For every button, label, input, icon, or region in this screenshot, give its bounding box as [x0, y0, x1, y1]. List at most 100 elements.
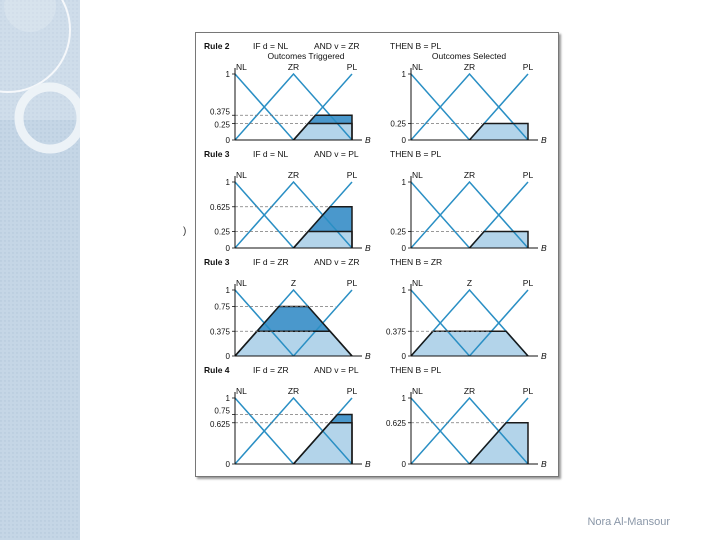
- axis-label-b: B: [541, 459, 547, 469]
- set-label-nl: NL: [236, 386, 247, 396]
- y-tick-label: 0.375: [210, 327, 231, 336]
- y-tick-label: 0.25: [214, 121, 230, 130]
- selected-fill: [469, 422, 528, 464]
- axis-label-b: B: [541, 351, 547, 361]
- set-label-middle: Z: [467, 278, 472, 288]
- mf-middle-line: [410, 180, 529, 249]
- mf-middle-line: [410, 72, 529, 141]
- selected-fill: [469, 123, 528, 140]
- rule-and-part: AND v = PL: [314, 149, 359, 159]
- ring-large: [0, 0, 71, 93]
- set-label-middle: ZR: [288, 170, 299, 180]
- y-tick-label: 0.25: [390, 120, 406, 129]
- y-tick-label: 1: [226, 394, 231, 403]
- y-tick-label: 0: [226, 244, 231, 253]
- mf-middle-line: [234, 396, 353, 465]
- set-label-middle: ZR: [464, 62, 475, 72]
- rule-then-part: THEN B = PL: [390, 41, 442, 51]
- clip-outline: [410, 330, 529, 357]
- mf-middle-line: [234, 72, 353, 141]
- fuzzy-rules-figure: Outcomes Triggered Outcomes Selected Rule …: [195, 32, 559, 477]
- ring-medium: [14, 82, 80, 154]
- set-label-nl: NL: [412, 278, 423, 288]
- rule-and-part: AND v = ZR: [314, 257, 360, 267]
- y-tick-label: 1: [402, 394, 407, 403]
- rule-title: Rule 3: [204, 149, 230, 159]
- rule-if-part: IF d = NL: [253, 149, 288, 159]
- y-tick-label: 1: [226, 286, 231, 295]
- y-tick-label: 0.75: [214, 303, 230, 312]
- rule-title: Rule 4: [204, 365, 230, 375]
- set-label-nl: NL: [412, 170, 423, 180]
- y-tick-label: 0: [226, 352, 231, 361]
- set-label-pl: PL: [347, 62, 358, 72]
- rule-title: Rule 3: [204, 257, 230, 267]
- mf-middle-line: [234, 180, 353, 249]
- rule-then-part: THEN B = PL: [390, 365, 442, 375]
- y-tick-label: 0: [226, 136, 231, 145]
- y-tick-label: 0.25: [390, 228, 406, 237]
- y-tick-label: 0: [402, 460, 407, 469]
- y-tick-label: 1: [226, 70, 231, 79]
- set-label-nl: NL: [236, 170, 247, 180]
- axis-label-b: B: [365, 135, 371, 145]
- set-label-pl: PL: [523, 170, 534, 180]
- set-label-pl: PL: [347, 386, 358, 396]
- rule-if-part: IF d = ZR: [253, 365, 289, 375]
- set-label-nl: NL: [412, 62, 423, 72]
- y-tick-label: 0: [402, 244, 407, 253]
- triggered-fill-low: [235, 331, 352, 356]
- rule-and-part: AND v = ZR: [314, 41, 360, 51]
- set-label-pl: PL: [523, 62, 534, 72]
- selected-fill: [469, 231, 528, 248]
- y-tick-label: 0.75: [214, 407, 230, 416]
- y-tick-label: 0.375: [210, 107, 231, 116]
- y-tick-label: 0.625: [210, 420, 231, 429]
- stray-mark: ): [183, 226, 187, 237]
- set-label-pl: PL: [523, 386, 534, 396]
- triggered-fill-low: [293, 422, 352, 464]
- clip-outline: [468, 230, 529, 249]
- set-label-pl: PL: [523, 278, 534, 288]
- rule-if-part: IF d = ZR: [253, 257, 289, 267]
- y-tick-label: 0.625: [386, 419, 407, 428]
- y-tick-label: 0: [226, 460, 231, 469]
- clip-outline: [292, 413, 353, 465]
- rule-then-part: THEN B = ZR: [390, 257, 442, 267]
- y-tick-label: 0.625: [210, 203, 231, 212]
- rule-title: Rule 2: [204, 41, 230, 51]
- set-label-middle: Z: [291, 278, 296, 288]
- set-label-middle: ZR: [464, 170, 475, 180]
- y-tick-label: 0: [402, 136, 407, 145]
- axis-label-b: B: [541, 243, 547, 253]
- set-label-nl: NL: [236, 62, 247, 72]
- y-tick-label: 1: [402, 70, 407, 79]
- header-outcomes-selected: Outcomes Selected: [432, 51, 506, 61]
- mf-pl-line: [468, 289, 529, 357]
- axis-label-b: B: [365, 459, 371, 469]
- clip-outline: [292, 206, 353, 249]
- set-label-nl: NL: [236, 278, 247, 288]
- triggered-fill-low: [293, 123, 352, 140]
- rule-then-part: THEN B = PL: [390, 149, 442, 159]
- set-label-middle: ZR: [288, 386, 299, 396]
- rule-if-part: IF d = NL: [253, 41, 288, 51]
- axis-label-b: B: [365, 243, 371, 253]
- mf-middle-line: [410, 396, 529, 465]
- set-label-pl: PL: [347, 170, 358, 180]
- y-tick-label: 1: [402, 178, 407, 187]
- ring-small: [4, 0, 56, 32]
- footer-author: Nora Al-Mansour: [587, 516, 670, 528]
- selected-fill: [411, 331, 528, 356]
- axis-label-b: B: [365, 351, 371, 361]
- y-tick-label: 0.25: [214, 228, 230, 237]
- set-label-nl: NL: [412, 386, 423, 396]
- y-tick-label: 1: [402, 286, 407, 295]
- fuzzy-rules-svg: Outcomes Triggered Outcomes Selected Rule …: [204, 41, 547, 469]
- axis-label-b: B: [541, 135, 547, 145]
- rule-and-part: AND v = PL: [314, 365, 359, 375]
- y-tick-label: 0.375: [386, 327, 407, 336]
- set-label-pl: PL: [347, 278, 358, 288]
- sidebar-decoration: [0, 0, 80, 540]
- header-outcomes-triggered: Outcomes Triggered: [267, 51, 344, 61]
